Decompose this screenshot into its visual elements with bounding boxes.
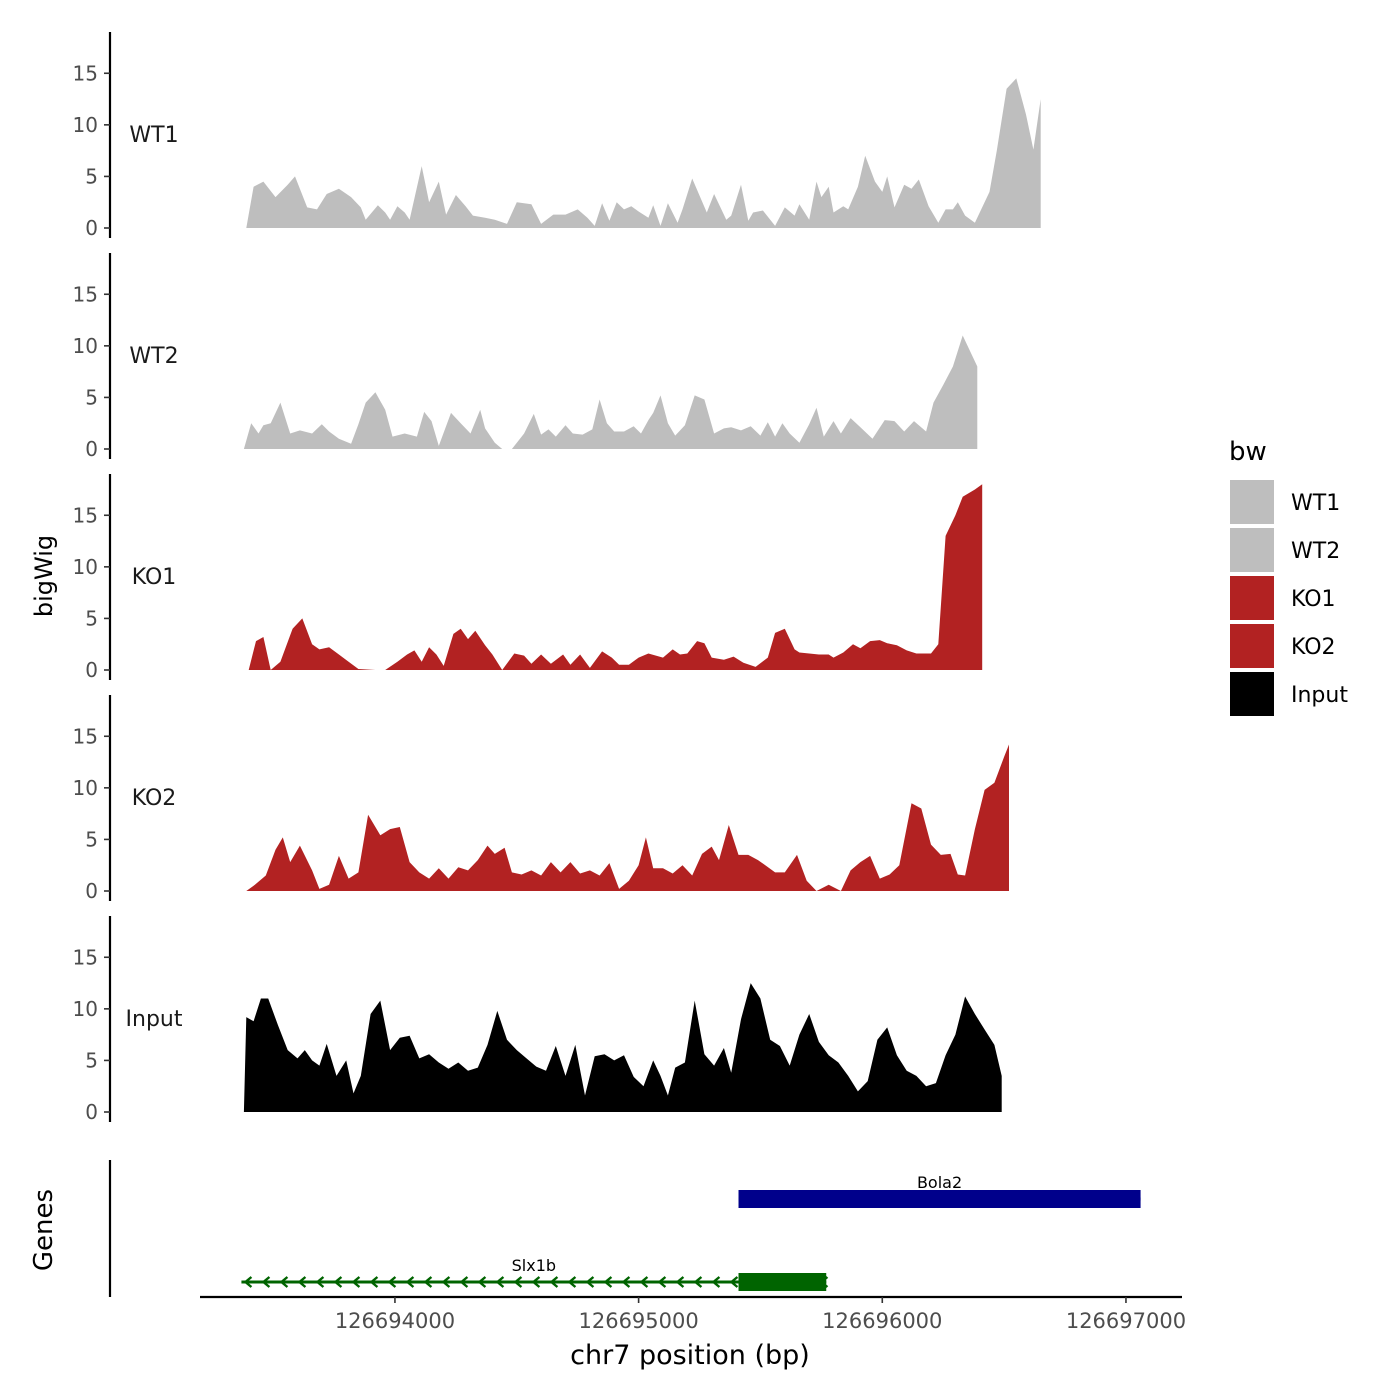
x-tick-label: 126695000 bbox=[578, 1309, 698, 1333]
strand-arrow bbox=[333, 1276, 343, 1288]
track-panels: 0 5 10 15 WT1 0 5 10 15 WT2 0 5 10 15 KO1 0 5 10 15 KO2 0 5 10… bbox=[73, 32, 1041, 1124]
y-tick-label: 10 bbox=[73, 555, 98, 579]
strand-arrow bbox=[369, 1276, 379, 1288]
x-tick-label: 126697000 bbox=[1066, 1309, 1186, 1333]
strand-arrow bbox=[387, 1276, 397, 1288]
legend: bw WT1 WT2 KO1 KO2 Input bbox=[1229, 437, 1348, 716]
strand-arrow bbox=[567, 1276, 577, 1288]
legend-title: bw bbox=[1229, 437, 1267, 467]
strand-arrow bbox=[441, 1276, 451, 1288]
track-panel-wt2: 0 5 10 15 WT2 bbox=[73, 253, 978, 461]
gene-bola2: Bola2 bbox=[738, 1173, 1141, 1208]
legend-key-ko2 bbox=[1230, 624, 1274, 668]
strand-arrow bbox=[477, 1276, 487, 1288]
x-axis: 126694000 126695000 126696000 126697000 bbox=[200, 1295, 1186, 1333]
strand-arrow bbox=[585, 1276, 595, 1288]
track-label-ko1: KO1 bbox=[132, 565, 177, 590]
track-label-wt2: WT2 bbox=[129, 344, 178, 369]
strand-arrow bbox=[315, 1276, 325, 1288]
y-tick-label: 5 bbox=[85, 164, 98, 188]
track-panel-wt1: 0 5 10 15 WT1 bbox=[73, 32, 1041, 240]
strand-arrow bbox=[603, 1276, 613, 1288]
y-tick-label: 15 bbox=[73, 282, 98, 306]
track-label-ko2: KO2 bbox=[132, 786, 177, 811]
y-axis-title: bigWig bbox=[30, 535, 58, 617]
gene-exon bbox=[738, 1190, 1141, 1208]
legend-label-wt2: WT2 bbox=[1291, 539, 1340, 564]
legend-label-ko1: KO1 bbox=[1291, 587, 1336, 612]
x-axis-title: chr7 position (bp) bbox=[570, 1340, 810, 1371]
y-tick-label: 10 bbox=[73, 334, 98, 358]
y-tick-label: 15 bbox=[73, 945, 98, 969]
y-tick-label: 15 bbox=[73, 724, 98, 748]
track-label-wt1: WT1 bbox=[129, 123, 178, 148]
legend-label-input: Input bbox=[1291, 683, 1348, 708]
legend-key-input bbox=[1230, 672, 1274, 716]
gene-track: Bola2 Slx1b bbox=[108, 1160, 1141, 1297]
legend-key-ko1 bbox=[1230, 576, 1274, 620]
strand-arrow bbox=[693, 1276, 703, 1288]
strand-arrow bbox=[423, 1276, 433, 1288]
y-tick-label: 5 bbox=[85, 385, 98, 409]
y-tick-label: 5 bbox=[85, 827, 98, 851]
strand-arrow bbox=[459, 1276, 469, 1288]
legend-label-wt1: WT1 bbox=[1291, 491, 1340, 516]
signal-area-input bbox=[243, 983, 1002, 1112]
strand-arrow bbox=[549, 1276, 559, 1288]
legend-key-wt2 bbox=[1230, 528, 1274, 572]
strand-arrow bbox=[243, 1276, 253, 1288]
strand-arrow bbox=[351, 1276, 361, 1288]
x-tick-label: 126694000 bbox=[335, 1309, 455, 1333]
y-tick-label: 15 bbox=[73, 61, 98, 85]
strand-arrow bbox=[675, 1276, 685, 1288]
strand-arrow bbox=[261, 1276, 271, 1288]
gene-name-label: Slx1b bbox=[512, 1256, 556, 1275]
signal-area-ko2 bbox=[246, 744, 1010, 891]
gene-track-title: Genes bbox=[29, 1189, 59, 1271]
strand-arrow bbox=[729, 1276, 739, 1288]
signal-area-wt1 bbox=[246, 78, 1041, 229]
y-tick-label: 0 bbox=[85, 216, 98, 240]
signal-area-ko1 bbox=[248, 484, 983, 670]
strand-arrow bbox=[657, 1276, 667, 1288]
track-panel-ko2: 0 5 10 15 KO2 bbox=[73, 695, 1010, 903]
y-tick-label: 0 bbox=[85, 879, 98, 903]
y-tick-label: 0 bbox=[85, 658, 98, 682]
signal-area-wt2 bbox=[243, 335, 978, 449]
strand-arrow bbox=[531, 1276, 541, 1288]
y-tick-label: 10 bbox=[73, 776, 98, 800]
gene-name-label: Bola2 bbox=[917, 1173, 962, 1192]
strand-arrow bbox=[279, 1276, 289, 1288]
track-label-input: Input bbox=[126, 1007, 183, 1032]
strand-arrow bbox=[495, 1276, 505, 1288]
x-tick-label: 126696000 bbox=[822, 1309, 942, 1333]
y-tick-label: 0 bbox=[85, 1100, 98, 1124]
gene-slx1b: Slx1b bbox=[241, 1256, 829, 1291]
y-tick-label: 5 bbox=[85, 1048, 98, 1072]
legend-key-wt1 bbox=[1230, 480, 1274, 524]
strand-arrow bbox=[639, 1276, 649, 1288]
legend-label-ko2: KO2 bbox=[1291, 635, 1336, 660]
strand-arrow bbox=[297, 1276, 307, 1288]
strand-arrow bbox=[711, 1276, 721, 1288]
gene-exon bbox=[738, 1273, 827, 1291]
strand-arrow bbox=[621, 1276, 631, 1288]
y-tick-label: 10 bbox=[73, 113, 98, 137]
y-tick-label: 15 bbox=[73, 503, 98, 527]
strand-arrow bbox=[405, 1276, 415, 1288]
y-tick-label: 0 bbox=[85, 437, 98, 461]
y-tick-label: 10 bbox=[73, 997, 98, 1021]
strand-arrow bbox=[513, 1276, 523, 1288]
track-panel-ko1: 0 5 10 15 KO1 bbox=[73, 474, 983, 682]
y-tick-label: 5 bbox=[85, 606, 98, 630]
track-panel-input: 0 5 10 15 Input bbox=[73, 916, 1002, 1124]
